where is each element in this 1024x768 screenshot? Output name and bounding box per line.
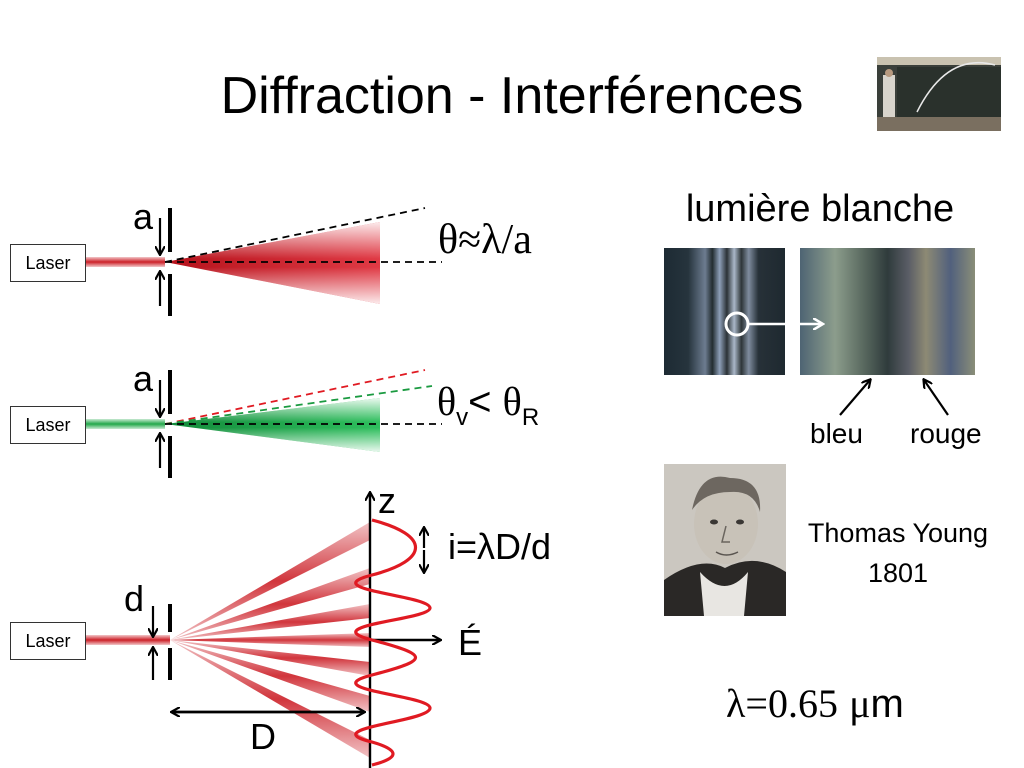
subscript-v: v: [456, 404, 469, 431]
subscript-r: R: [521, 404, 540, 431]
lambda-symbol: λ: [726, 681, 746, 726]
theta-symbol: θ: [437, 379, 457, 424]
wavelength-value: λ=0.65 μm: [726, 680, 904, 727]
diagram-red-single-slit: [85, 207, 442, 316]
green-angle-line: [164, 385, 433, 425]
fringe-zoom-photo: [800, 248, 975, 375]
white-light-title: lumière blanche: [685, 188, 955, 230]
white-light-fringes: [664, 248, 975, 416]
slit-label-a: a: [133, 196, 154, 237]
theta-symbol: θ: [502, 379, 522, 424]
distance-label-d: D: [250, 716, 276, 757]
e-axis-label: É: [458, 622, 483, 663]
bleu-pointer: [839, 380, 870, 416]
fringe-photo: [664, 248, 785, 375]
green-laser-beam: [85, 419, 165, 429]
portrait-name: Thomas Young: [807, 518, 989, 548]
red-angle-line: [164, 369, 426, 425]
equals-sign: =: [745, 681, 768, 726]
slit-label-d: d: [124, 578, 145, 619]
interference-rays: [170, 522, 370, 758]
red-laser-beam: [85, 635, 170, 645]
slit-label-a: a: [133, 358, 154, 399]
formula-theta-lambda-a: θ≈λ/a: [438, 217, 532, 263]
diagram-green-single-slit: [85, 369, 442, 478]
formula-theta-compare: θv< θR: [437, 378, 539, 432]
rouge-pointer: [924, 380, 949, 416]
unit-m: m: [870, 682, 904, 726]
thomas-young-portrait: [664, 464, 786, 616]
micro-symbol: μ: [849, 681, 871, 726]
portrait-caption: Thomas Young 1801: [792, 513, 1004, 593]
fringe-spacing-formula: i=λD/d: [448, 526, 552, 567]
label-rouge: rouge: [910, 418, 982, 449]
laser-box-green: Laser: [10, 406, 86, 444]
less-than: <: [468, 380, 503, 424]
wavelength-number: 0.65: [767, 681, 838, 726]
portrait-year: 1801: [867, 558, 929, 588]
label-bleu: bleu: [810, 418, 863, 449]
red-laser-beam: [85, 257, 165, 267]
classroom-photo: [877, 57, 1001, 131]
laser-box-double-slit: Laser: [10, 622, 86, 660]
diagram-young-double-slit: [85, 493, 440, 768]
z-axis-label: z: [378, 480, 396, 521]
intensity-curve: [354, 518, 432, 767]
laser-box-red: Laser: [10, 244, 86, 282]
page-title: Diffraction - Interférences: [220, 67, 804, 125]
angle-limit-line: [164, 207, 426, 263]
